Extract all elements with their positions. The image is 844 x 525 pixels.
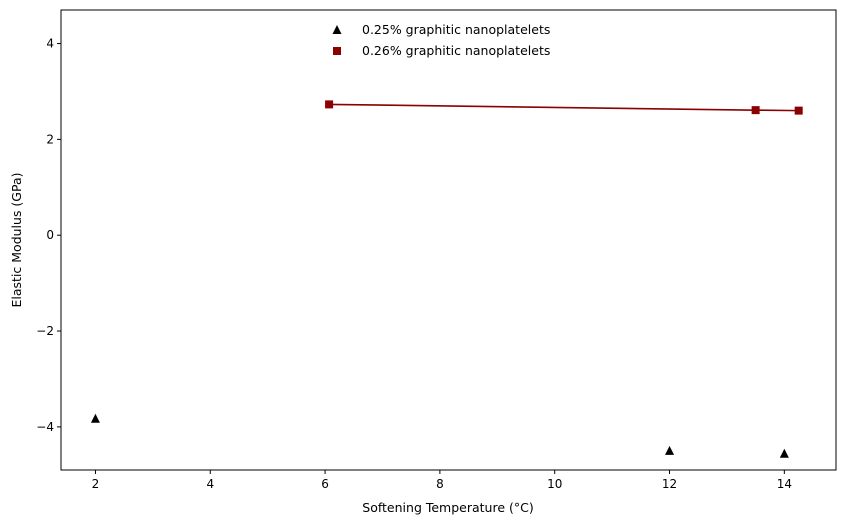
y-tick-label: −4 [36, 420, 54, 434]
series-1 [90, 413, 789, 458]
data-point-square [794, 106, 803, 115]
y-axis-title: Elastic Modulus (GPa) [9, 172, 24, 307]
data-point-triangle [779, 448, 789, 458]
legend: 0.25% graphitic nanoplatelets 0.26% graph… [332, 22, 550, 58]
data-point-square [751, 106, 760, 115]
y-tick-label: 4 [46, 37, 54, 51]
x-axis-title: Softening Temperature (°C) [362, 500, 533, 515]
data-point-square [325, 100, 334, 109]
y-tick-label: 2 [46, 132, 54, 146]
x-axis-ticks: 2 4 6 8 10 12 14 [92, 470, 792, 491]
legend-label-1: 0.25% graphitic nanoplatelets [362, 22, 550, 37]
x-tick-label: 2 [92, 477, 100, 491]
y-tick-label: 0 [46, 228, 54, 242]
legend-marker-2 [333, 47, 341, 55]
y-tick-label: −2 [36, 324, 54, 338]
series-2 [325, 100, 803, 115]
x-tick-label: 14 [777, 477, 792, 491]
y-axis-ticks: −4 −2 0 2 4 [36, 37, 61, 434]
plot-frame [60, 9, 837, 471]
series-layer [90, 100, 803, 458]
x-tick-label: 10 [547, 477, 562, 491]
x-tick-label: 6 [321, 477, 329, 491]
x-tick-label: 4 [206, 477, 214, 491]
legend-marker-1 [332, 25, 342, 34]
x-tick-label: 8 [436, 477, 444, 491]
legend-label-2: 0.26% graphitic nanoplatelets [362, 43, 550, 58]
data-point-triangle [665, 445, 675, 455]
series-line [329, 103, 799, 112]
data-point-triangle [90, 413, 100, 423]
x-tick-label: 12 [662, 477, 677, 491]
